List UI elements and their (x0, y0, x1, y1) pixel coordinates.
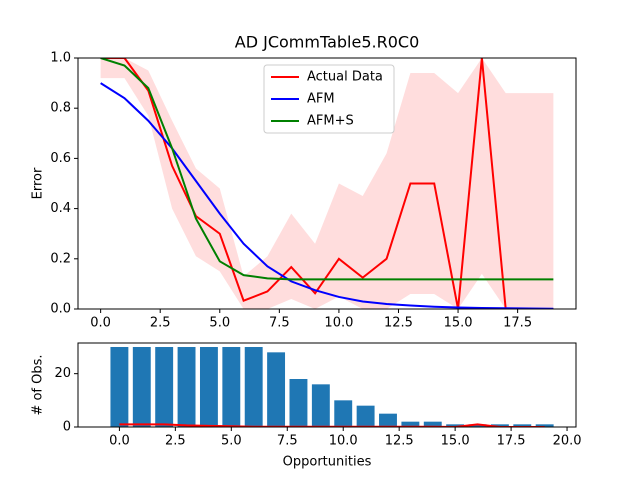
bar (356, 405, 375, 427)
bar (289, 379, 308, 427)
x-tick-label: 15.0 (441, 434, 470, 449)
bar (379, 413, 397, 427)
bar (513, 424, 532, 427)
plot-area (110, 347, 554, 427)
bar (446, 424, 465, 427)
bar (155, 347, 174, 427)
x-axis-label: Opportunities (283, 455, 372, 470)
bar (490, 424, 509, 427)
y-axis-label: # of Obs. (31, 354, 46, 415)
line (100, 58, 554, 281)
legend-label: AFM (307, 92, 335, 107)
bar (199, 347, 218, 427)
y-tick-label: 20 (54, 366, 71, 381)
y-tick-label: 0 (63, 420, 71, 435)
axes-frame (77, 342, 577, 428)
bar (468, 424, 487, 427)
bar (222, 347, 241, 427)
x-tick-label: 7.5 (277, 434, 298, 449)
bar (110, 347, 129, 427)
bar (132, 347, 151, 427)
x-tick-label: 17.5 (497, 434, 526, 449)
x-tick-label: 10.0 (329, 434, 358, 449)
x-tick-label: 15.0 (444, 316, 473, 331)
x-tick-label: 5.0 (209, 316, 230, 331)
x-tick-label: 7.5 (269, 316, 290, 331)
y-tick-label: 1.0 (50, 51, 71, 66)
bar (311, 384, 330, 427)
bar (267, 352, 286, 427)
x-tick-label: 0.0 (90, 316, 111, 331)
bar (177, 347, 196, 427)
y-tick-label: 0.0 (50, 302, 71, 317)
x-tick-label: 20.0 (553, 434, 582, 449)
y-tick-label: 0.8 (50, 101, 71, 116)
bar (423, 421, 442, 427)
x-tick-label: 2.5 (150, 316, 171, 331)
line (100, 58, 554, 309)
axes-frame (77, 57, 577, 310)
bar (244, 347, 263, 427)
x-tick-label: 0.0 (109, 434, 130, 449)
bar (401, 421, 420, 427)
x-tick-label: 5.0 (221, 434, 242, 449)
legend-label: AFM+S (307, 114, 354, 129)
legend-box (263, 64, 395, 134)
bar (535, 424, 554, 427)
y-tick-label: 0.2 (50, 251, 71, 266)
x-tick-label: 17.5 (503, 316, 532, 331)
chart-title: AD JCommTable5.R0C0 (235, 33, 420, 52)
y-tick-label: 0.6 (50, 151, 71, 166)
line (100, 82, 554, 309)
confidence-band (100, 58, 554, 309)
x-tick-label: 2.5 (165, 434, 186, 449)
plot-area (100, 58, 554, 309)
legend-label: Actual Data (307, 70, 383, 85)
bar (334, 400, 353, 427)
y-axis-label: Error (31, 167, 46, 199)
x-tick-label: 12.5 (385, 434, 414, 449)
x-tick-label: 10.0 (324, 316, 353, 331)
y-tick-label: 0.4 (50, 201, 71, 216)
x-tick-label: 12.5 (384, 316, 413, 331)
